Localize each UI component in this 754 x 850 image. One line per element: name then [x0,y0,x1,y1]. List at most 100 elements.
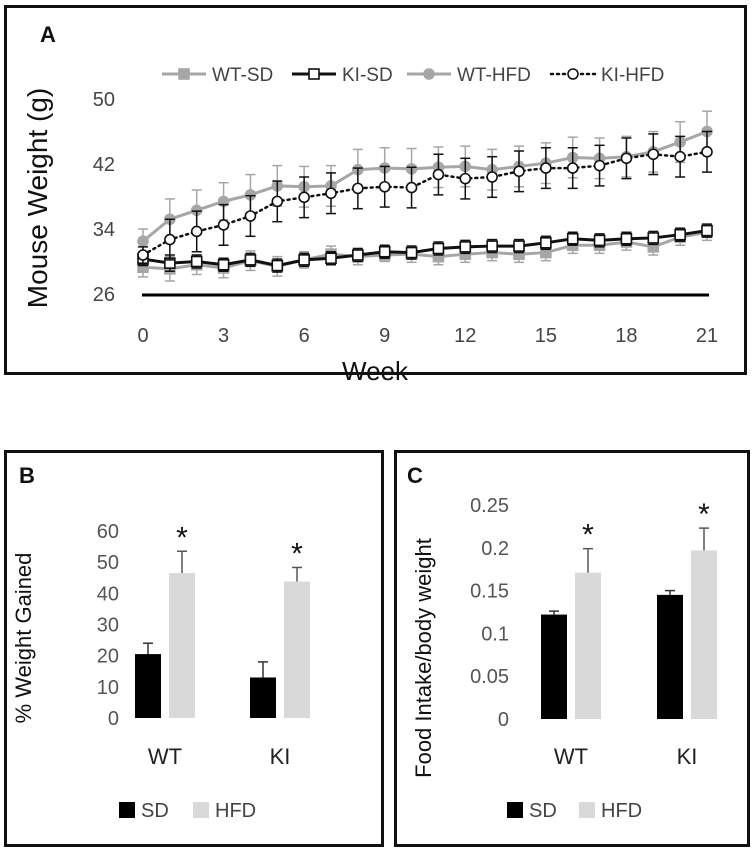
y-tick-label: 0.2 [481,538,509,560]
significance-marker: * [291,537,303,570]
food-intake-bar-chart: 0 0.05 0.1 0.15 0.2 0.25 Food Intake/body weig… [411,495,717,822]
legend-label: KI-HFD [601,65,664,86]
point-ki-hfd [620,152,633,165]
bar-hfd-ki [284,581,310,718]
y-axis-title: Mouse Weight (g) [22,88,53,308]
y-tick-label: 0.25 [470,495,509,517]
legend-swatch [579,802,595,818]
legend-label: WT-HFD [457,65,531,86]
point-ki-hfd [701,146,713,158]
point-ki-sd [244,254,257,266]
point-ki-hfd [540,162,552,174]
point-ki-hfd [513,165,525,178]
legend-label: SD [141,800,169,822]
point-ki-hfd [378,180,391,193]
y-tick-label: 0.1 [481,623,509,645]
point-ki-hfd [271,195,284,208]
weight-line-chart: 26 34 42 50 0 3 6 9 12 15 18 21 Mouse Weight (g) Week… [22,65,718,386]
panel-a: A 26 34 42 50 0 3 6 9 12 15 18 21 Mouse Weight (g) We… [4,5,747,386]
panel-label-c: C [407,463,423,488]
weight-gained-bar-chart: 0 10 20 30 40 50 60 % Weight Gained WT * KI * SD HFD [11,521,310,822]
bar-hfd-wt [169,573,195,718]
point-ki-sd [432,242,445,255]
point-ki-hfd [190,225,203,238]
point-ki-sd [298,254,310,266]
point-ki-sd [620,232,633,245]
point-ki-sd [405,246,418,259]
category-label: KI [677,744,698,769]
legend-marker [178,68,190,80]
bar-sd-wt [135,654,161,718]
point-ki-sd [513,240,525,252]
x-tick-label: 6 [299,325,310,347]
point-ki-hfd [459,172,472,185]
point-ki-hfd [137,249,149,261]
bar-hfd-ki [691,550,717,719]
point-ki-hfd [244,210,257,222]
legend-label: WT-SD [212,65,273,86]
point-ki-sd [674,228,686,241]
y-tick-label: 20 [97,646,119,668]
point-ki-sd [647,232,660,244]
legend-marker [423,68,435,80]
point-ki-sd [566,232,579,245]
y-tick-label: 60 [97,521,119,543]
category-label: WT [554,744,588,769]
point-ki-sd [593,234,606,247]
panel-c: C 0 0.05 0.1 0.15 0.2 0.25 Food Intake/body we… [394,450,750,847]
point-ki-sd [459,241,472,253]
point-ki-sd [378,245,391,258]
y-axis-title: Food Intake/body weight [411,538,436,778]
y-tick-label: 26 [93,284,115,306]
series-line-ki-sd [142,229,708,268]
legend-label: HFD [215,800,256,822]
bar-sd-wt [541,614,567,719]
point-ki-hfd [164,233,176,246]
panel-label-a: A [40,22,56,47]
x-tick-label: 3 [218,325,229,347]
y-tick-label: 0 [108,708,119,730]
point-ki-hfd [566,162,579,174]
series-line-wt-hfd [142,130,708,243]
x-tick-label: 21 [696,325,718,347]
category-label: WT [148,744,182,769]
x-tick-label: 15 [535,325,557,347]
y-tick-label: 10 [97,677,119,699]
point-ki-sd [701,224,713,237]
y-tick-label: 0.05 [470,666,509,688]
point-ki-sd [190,255,203,268]
panel-label-b: B [19,463,35,488]
y-tick-label: 0.15 [470,581,509,603]
x-tick-label: 9 [379,325,390,347]
point-ki-hfd [486,171,498,183]
significance-marker: * [176,521,188,554]
legend-marker [567,68,579,80]
point-ki-sd [352,249,364,261]
bar-sd-ki [657,594,683,719]
bar-sd-ki [250,677,276,718]
panel-b: B 0 10 20 30 40 50 60 % Weight Gained WT * KI * SD HF… [4,450,384,847]
point-ki-hfd [647,148,660,161]
x-axis-title: Week [342,356,409,386]
legend-swatch [507,802,523,818]
point-ki-hfd [217,219,230,231]
y-tick-label: 40 [97,583,119,605]
legend-label: SD [529,800,557,822]
x-tick-label: 12 [454,325,476,347]
point-ki-hfd [325,187,337,200]
point-ki-sd [325,252,337,265]
y-tick-label: 30 [97,615,119,637]
y-tick-label: 50 [93,89,115,111]
x-tick-label: 0 [137,325,148,347]
significance-marker: * [582,519,594,552]
y-axis-title: % Weight Gained [11,553,36,724]
y-tick-label: 34 [93,219,115,241]
point-ki-sd [540,237,552,249]
legend-marker [308,68,320,80]
point-ki-sd [271,259,284,272]
point-ki-sd [217,258,230,271]
point-ki-hfd [298,191,310,204]
legend-swatch [119,802,135,818]
point-ki-sd [486,240,498,252]
point-ki-hfd [352,182,364,195]
